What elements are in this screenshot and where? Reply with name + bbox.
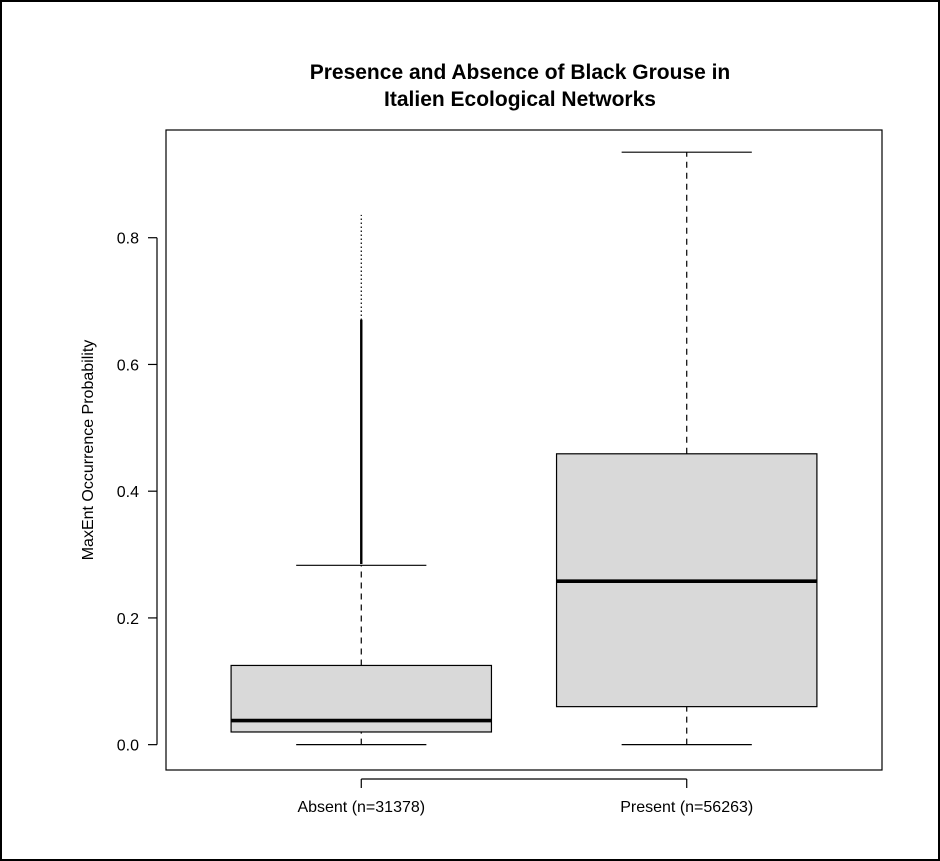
- y-tick-label: 0.2: [117, 611, 139, 628]
- y-axis: 0.0 0.2 0.4 0.6 0.8: [117, 231, 158, 755]
- plot-area-border: [165, 129, 883, 771]
- y-tick-label: 0.6: [117, 357, 139, 374]
- y-axis-title: MaxEnt Occurrence Probability: [80, 340, 97, 561]
- box-group: [230, 151, 818, 746]
- x-tick-label: Absent (n=31378): [297, 799, 425, 816]
- y-tick-label: 0.0: [117, 738, 139, 755]
- y-tick-label: 0.4: [117, 484, 139, 501]
- chart-title-line-2: Italien Ecological Networks: [384, 88, 656, 111]
- x-axis: Absent (n=31378) Present (n=56263): [297, 778, 753, 816]
- y-tick-label: 0.8: [117, 231, 139, 248]
- x-tick-label: Present (n=56263): [620, 799, 753, 816]
- chart-title-line-1: Presence and Absence of Black Grouse in: [310, 61, 731, 84]
